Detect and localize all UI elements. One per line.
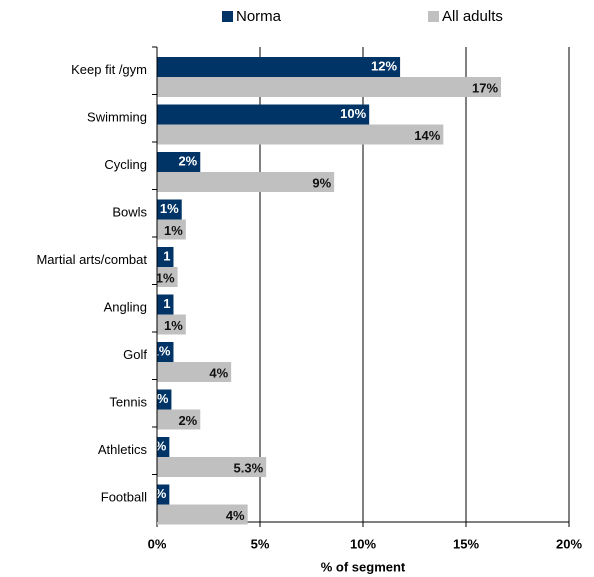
x-tick-label: 5% bbox=[251, 536, 270, 551]
bar bbox=[157, 219, 186, 240]
value-label: 1% bbox=[160, 201, 179, 216]
bar bbox=[157, 362, 232, 382]
bar bbox=[157, 77, 502, 97]
x-axis-title: % of segment bbox=[321, 559, 406, 574]
y-tick-label: Football bbox=[101, 490, 147, 505]
value-label: 1 bbox=[163, 248, 170, 263]
value-label: 14% bbox=[414, 128, 440, 143]
value-label: 1% bbox=[164, 223, 183, 238]
x-tick-label: 15% bbox=[453, 536, 479, 551]
bar bbox=[157, 267, 178, 287]
value-label: 10% bbox=[340, 106, 366, 121]
y-tick-label: Athletics bbox=[98, 442, 148, 457]
bar bbox=[157, 152, 201, 172]
y-tick-label: Cycling bbox=[104, 157, 147, 172]
bar bbox=[157, 172, 335, 192]
y-tick-label: Golf bbox=[123, 347, 147, 362]
value-label: 12% bbox=[371, 58, 397, 73]
value-label: 9% bbox=[312, 175, 331, 190]
value-label: 2% bbox=[178, 153, 197, 168]
bar bbox=[157, 457, 267, 477]
value-label: 4% bbox=[226, 508, 245, 523]
y-tick-label: Martial arts/combat bbox=[36, 252, 147, 267]
y-tick-label: Tennis bbox=[109, 395, 147, 410]
legend-swatch bbox=[428, 11, 439, 22]
value-label: 1 bbox=[163, 296, 170, 311]
value-label: 5.3% bbox=[234, 460, 264, 475]
legend-label: Norma bbox=[236, 8, 282, 25]
value-label: 1% bbox=[156, 270, 175, 285]
bar bbox=[157, 294, 174, 315]
bar bbox=[157, 389, 172, 410]
value-label: 1% bbox=[152, 343, 171, 358]
x-tick-label: 20% bbox=[556, 536, 582, 551]
x-tick-label: 0% bbox=[148, 536, 167, 551]
value-label: 2% bbox=[178, 413, 197, 428]
bar bbox=[157, 504, 248, 525]
value-label: 1% bbox=[164, 318, 183, 333]
bar bbox=[157, 104, 370, 125]
bar bbox=[157, 484, 170, 505]
y-tick-label: Angling bbox=[104, 300, 147, 315]
y-tick-label: Keep fit /gym bbox=[71, 62, 147, 77]
y-tick-label: Bowls bbox=[112, 205, 147, 220]
x-tick-label: 10% bbox=[350, 536, 376, 551]
y-tick-label: Swimming bbox=[87, 110, 147, 125]
bar bbox=[157, 199, 182, 220]
bar bbox=[157, 57, 401, 77]
bar bbox=[157, 342, 174, 362]
value-label: 1% bbox=[150, 391, 169, 406]
value-label: 17% bbox=[472, 80, 498, 95]
legend-label: All adults bbox=[442, 8, 503, 25]
legend-swatch bbox=[222, 11, 233, 22]
bar bbox=[157, 314, 186, 335]
bar bbox=[157, 409, 201, 430]
bar bbox=[157, 124, 444, 145]
bar bbox=[157, 437, 170, 457]
bar bbox=[157, 247, 174, 267]
value-label: 4% bbox=[209, 365, 228, 380]
